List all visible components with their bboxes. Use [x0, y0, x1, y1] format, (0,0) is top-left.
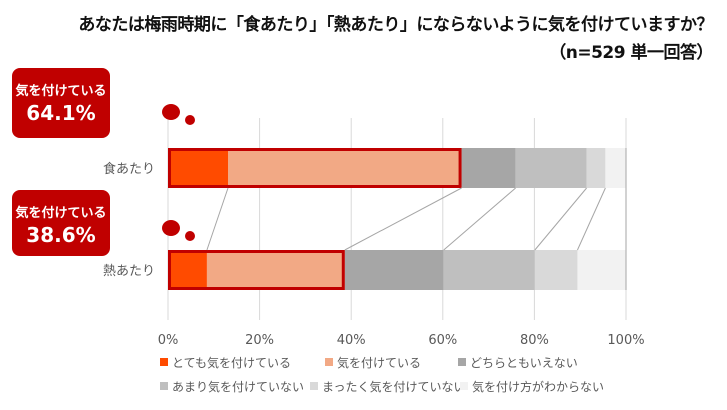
highlight-outline [168, 148, 462, 188]
legend-label: 気を付けている [337, 355, 421, 370]
callout-dot [185, 115, 195, 125]
callout-heat: 気を付けている 38.6% [12, 190, 110, 256]
x-tick-label: 40% [337, 333, 366, 348]
x-tick-label: 0% [158, 333, 179, 348]
bar-segment [443, 250, 535, 290]
bar-segment [206, 250, 345, 290]
legend-swatch [160, 358, 168, 366]
bar-segment [168, 250, 207, 290]
callout-dot [162, 104, 180, 120]
highlight-outline [168, 250, 345, 290]
bar-segment [586, 148, 606, 188]
chart-title: あなたは梅雨時期に「食あたり」「熱あたり」にならないように気を付けていますか？ [78, 15, 713, 35]
callout-value: 38.6% [26, 223, 96, 247]
legend-label: とても気を付けている [172, 355, 291, 370]
callout-dot [185, 231, 195, 241]
bar-segment [534, 250, 578, 290]
callout-label: 気を付けている [15, 84, 107, 99]
x-tick-label: 100% [607, 333, 644, 348]
legend-label: まったく気を付けていない [322, 379, 466, 394]
bar-segment [605, 148, 626, 188]
connector-line [344, 187, 462, 251]
x-tick-label: 60% [428, 333, 457, 348]
bar-segment [577, 250, 626, 290]
connector-line [534, 187, 587, 251]
connector-line [443, 187, 516, 251]
callout-dot [162, 220, 180, 236]
category-label: 食あたり [103, 161, 155, 177]
x-tick-label: 20% [245, 333, 274, 348]
callout-value: 64.1% [26, 101, 96, 125]
category-label: 熱あたり [103, 264, 155, 279]
legend-label: あまり気を付けていない [172, 379, 304, 394]
callout-label: 気を付けている [15, 206, 107, 221]
legend-swatch [460, 382, 468, 390]
legend-swatch [325, 358, 333, 366]
legend-label: 気を付け方がわからない [472, 379, 604, 394]
connector-line [206, 187, 229, 251]
legend-swatch [310, 382, 318, 390]
callout-food: 気を付けている 64.1% [12, 68, 110, 138]
legend-swatch [160, 382, 168, 390]
legend-swatch [458, 358, 466, 366]
bar-segment [344, 250, 444, 290]
x-tick-label: 80% [520, 333, 549, 348]
bar-segment [227, 148, 462, 188]
legend-label: どちらともいえない [470, 356, 578, 370]
bar-segment [461, 148, 516, 188]
bar-segment [168, 148, 228, 188]
connector-line [576, 187, 606, 251]
bar-segment [515, 148, 587, 188]
chart-subtitle: （n=529 単一回答） [549, 43, 713, 63]
